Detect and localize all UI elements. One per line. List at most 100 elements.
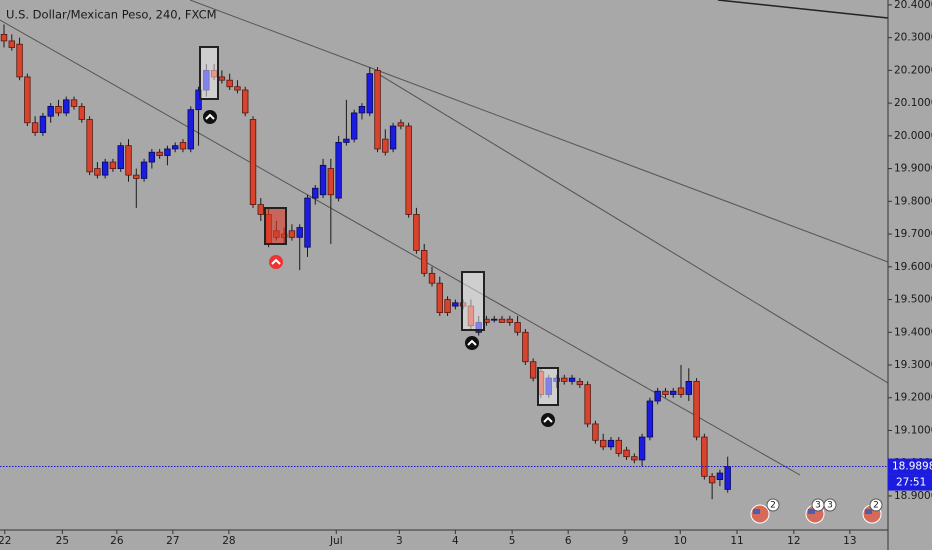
signal-up — [465, 336, 479, 350]
candle-body — [382, 138, 389, 153]
candle-body — [693, 380, 700, 438]
y-tick-label: 18.90000 — [894, 490, 932, 502]
candle-body — [171, 145, 179, 150]
candle-body — [187, 109, 194, 150]
candle-body — [343, 138, 350, 143]
chart-title: U.S. Dollar/Mexican Peso, 240, FXCM — [6, 8, 217, 22]
countdown-label: 27:51 — [896, 477, 926, 489]
candle-body — [288, 230, 296, 238]
highlights — [199, 46, 559, 406]
signal-up — [203, 110, 217, 124]
highlight-box — [199, 46, 219, 100]
candle-body — [529, 361, 537, 379]
candle-body — [576, 380, 584, 386]
event-flag — [808, 509, 815, 514]
candle-body — [55, 105, 62, 114]
candle-body — [0, 33, 8, 42]
candle-body — [125, 145, 132, 176]
time-axis — [0, 530, 932, 550]
candle-body — [358, 105, 366, 114]
candle-body — [86, 119, 93, 173]
candle-body — [436, 282, 443, 314]
candle-body — [607, 439, 615, 448]
x-tick-label: 27 — [166, 535, 179, 547]
candle-body — [708, 475, 716, 484]
candle-body — [218, 76, 226, 81]
y-tick-label: 19.90000 — [894, 163, 932, 175]
candle-body — [498, 318, 506, 323]
candle-body — [203, 69, 210, 91]
x-tick-label: 25 — [56, 535, 69, 547]
candle-body — [242, 89, 249, 114]
candle-body — [109, 161, 117, 169]
candle-body — [101, 161, 109, 176]
candle-body — [226, 79, 233, 88]
candle-body — [491, 318, 498, 321]
candle-body — [257, 204, 264, 215]
candle-body — [47, 105, 54, 117]
candle-body — [164, 148, 171, 156]
candle-body — [133, 174, 140, 179]
signal-up — [541, 413, 555, 427]
signal-arrow — [205, 113, 215, 120]
candle-body — [63, 99, 70, 114]
y-tick-label: 19.10000 — [894, 424, 932, 436]
trend-line — [0, 19, 801, 476]
event-count: 3 — [815, 501, 821, 511]
signal-arrow — [543, 416, 553, 423]
event-count: 3 — [827, 501, 833, 511]
candle-body — [210, 69, 218, 78]
event-badge — [823, 498, 837, 512]
x-tick-label: 28 — [222, 535, 235, 547]
y-tick-label: 20.30000 — [894, 32, 932, 44]
candle-body — [514, 322, 521, 333]
candle-body — [654, 390, 661, 402]
x-tick-label: 22 — [0, 535, 11, 547]
y-tick-label: 19.20000 — [894, 392, 932, 404]
candle-body — [312, 187, 319, 199]
candle-body — [599, 439, 607, 448]
candle-body — [389, 125, 397, 150]
candle-body — [78, 105, 86, 120]
trend-line — [717, 0, 889, 19]
candle-body — [24, 76, 31, 124]
candle-body — [397, 122, 405, 127]
candle-body — [623, 449, 630, 458]
highlight-box — [461, 271, 485, 331]
candle-body — [366, 73, 373, 114]
candle-body — [561, 377, 568, 382]
candle-body — [506, 318, 514, 323]
candle-body — [592, 423, 599, 441]
candle-body — [584, 384, 591, 425]
candle-body — [140, 161, 148, 179]
candle-body — [249, 119, 257, 206]
candle-body — [568, 377, 576, 382]
candle-body — [716, 472, 724, 480]
x-tick-label: 11 — [730, 535, 743, 547]
x-tick-label: 3 — [396, 535, 403, 547]
candle-body — [646, 400, 654, 438]
y-tick-label: 19.80000 — [894, 195, 932, 207]
x-tick-label: 26 — [110, 535, 124, 547]
candle-body — [405, 125, 412, 215]
y-tick-label: 19.70000 — [894, 228, 932, 240]
y-tick-label: 20.40000 — [894, 0, 932, 11]
candle-body — [70, 99, 78, 107]
candle-body — [467, 305, 475, 327]
candle-body — [319, 164, 327, 196]
candle-body — [615, 439, 622, 454]
candle-body — [475, 322, 482, 333]
event-count: 2 — [770, 501, 776, 511]
candle-body — [670, 390, 677, 395]
candle-body — [94, 168, 101, 176]
highlight-box — [537, 367, 559, 406]
candle-body — [553, 377, 560, 382]
y-tick-label: 19.40000 — [894, 326, 932, 338]
x-tick-label: 6 — [565, 535, 572, 547]
candle-body — [685, 380, 692, 395]
event-count: 2 — [873, 501, 879, 511]
event-flag — [865, 509, 872, 514]
signal-up — [269, 255, 283, 269]
